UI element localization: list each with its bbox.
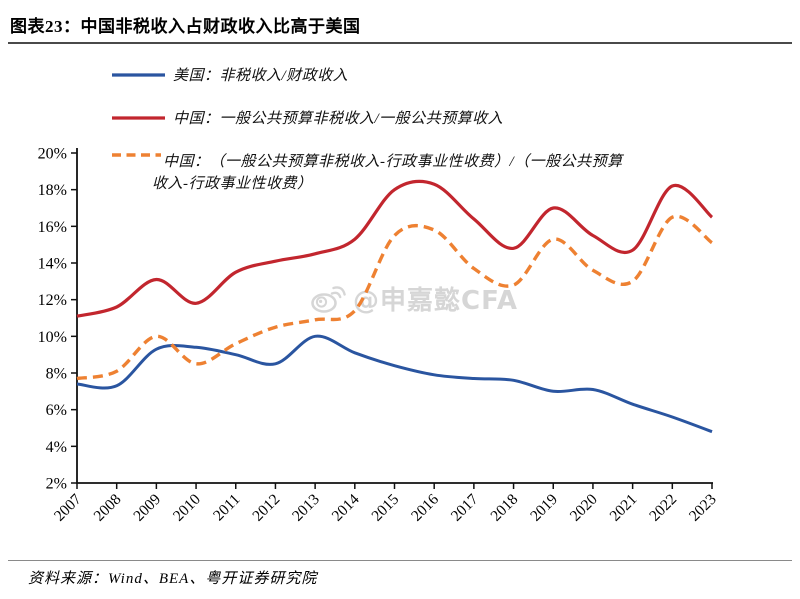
y-tick-label: 20% (38, 146, 67, 163)
y-tick-label: 12% (38, 292, 67, 309)
title-divider (8, 42, 792, 44)
y-tick-label: 16% (38, 219, 67, 236)
x-tick-label: 2008 (91, 491, 125, 525)
y-tick-label: 14% (38, 256, 67, 273)
watermark-text: @申嘉懿CFA (353, 286, 518, 316)
x-tick-label: 2023 (686, 491, 720, 525)
x-tick-label: 2015 (368, 491, 402, 525)
watermark: @申嘉懿CFA (310, 280, 518, 317)
axis-frame (76, 148, 713, 484)
x-tick-label: 2014 (329, 491, 363, 525)
y-tick-label: 4% (46, 439, 67, 456)
x-tick-label: 2022 (646, 491, 680, 525)
y-tick-label: 10% (38, 329, 67, 346)
source-divider (8, 560, 792, 561)
x-tick-label: 2021 (607, 491, 641, 525)
x-tick-label: 2017 (448, 491, 482, 525)
series-line-china-adjusted (76, 214, 714, 381)
weibo-icon (311, 285, 346, 313)
x-tick-label: 2011 (210, 491, 244, 525)
x-tick-label: 2007 (51, 491, 85, 525)
y-tick-label: 2% (46, 476, 67, 493)
x-tick-label: 2010 (170, 491, 204, 525)
source-text: 资料来源：Wind、BEA、粤开证券研究院 (28, 571, 318, 587)
series-line-us (76, 334, 713, 434)
x-tick-label: 2012 (249, 491, 283, 525)
figure-title: 图表23：中国非税收入占财政收入比高于美国 (10, 17, 361, 36)
series-line-china-nontax (76, 179, 714, 318)
x-tick-label: 2009 (130, 491, 164, 525)
y-tick-label: 8% (46, 366, 67, 383)
x-tick-label: 2018 (487, 491, 521, 525)
y-tick-label: 18% (38, 182, 67, 199)
x-tick-label: 2013 (289, 491, 323, 525)
y-tick-label: 6% (46, 402, 67, 419)
x-tick-label: 2020 (567, 491, 601, 525)
x-tick-label: 2019 (527, 491, 561, 525)
x-tick-label: 2016 (408, 491, 442, 525)
